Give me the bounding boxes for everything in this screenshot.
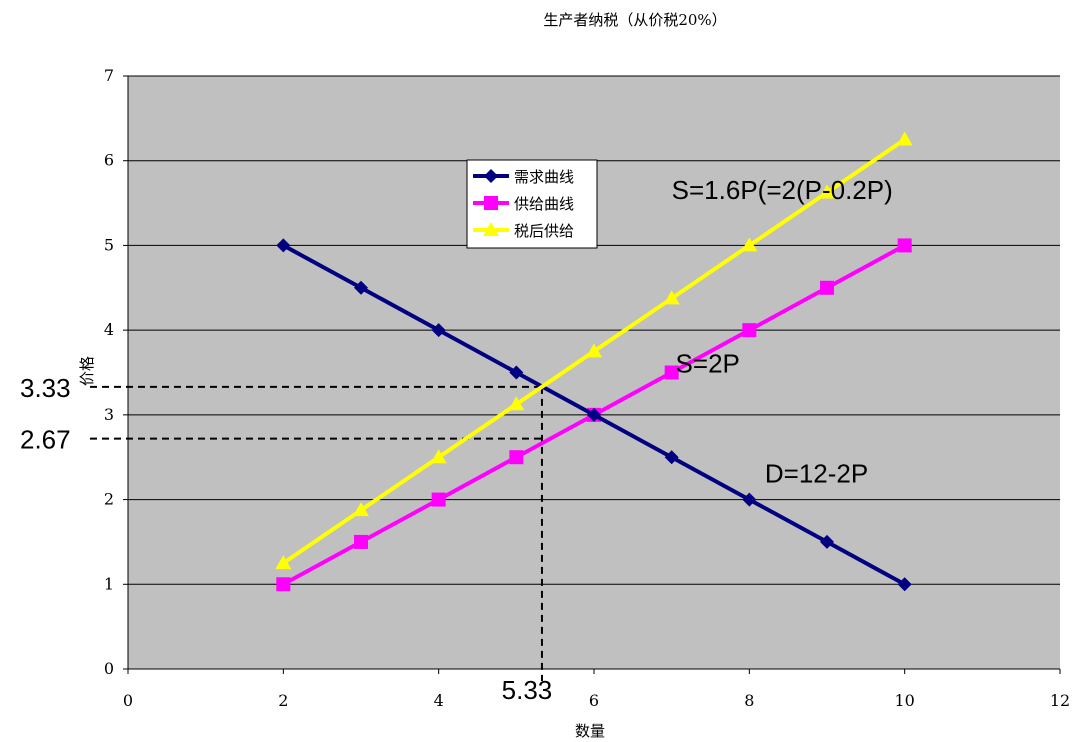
data-point-0-4: [587, 407, 601, 422]
data-point-1-2: [431, 492, 446, 507]
data-point-2-0: [275, 555, 292, 570]
data-point-1-1: [354, 534, 368, 549]
legend-marker-1: [484, 196, 498, 210]
data-point-2-3: [508, 396, 525, 411]
x-tick-label: 0: [123, 691, 133, 710]
y-tick-label: 0: [104, 659, 114, 678]
data-point-1-0: [276, 577, 291, 592]
y-tick-label: 3: [104, 405, 114, 424]
y-tick-label: 4: [104, 320, 114, 339]
y-tick-label: 6: [104, 151, 114, 170]
data-point-1-3: [509, 450, 524, 465]
data-point-2-6: [741, 237, 758, 252]
data-point-2-2: [430, 449, 447, 464]
y-tick-label: 5: [104, 235, 114, 254]
legend-marker-0: [484, 169, 498, 183]
data-point-2-8: [896, 131, 913, 146]
y-tick-label: 1: [104, 574, 114, 593]
legend-label: 需求曲线: [514, 168, 574, 186]
annotation-text: D=12-2P: [765, 459, 868, 489]
annotation-text: S=2P: [676, 349, 740, 379]
y-tick-label: 2: [104, 490, 114, 509]
data-point-2-4: [586, 343, 602, 358]
series-0: [276, 238, 912, 592]
data-point-1-8: [897, 238, 912, 253]
data-point-0-6: [742, 492, 757, 507]
annotation-text: S=1.6P(=2(P-0.2P): [672, 175, 893, 205]
x-tick-label: 2: [278, 691, 288, 710]
x-tick-label: 10: [894, 691, 914, 710]
axes: [123, 75, 1061, 674]
data-point-0-1: [354, 280, 368, 295]
annotations: S=1.6P(=2(P-0.2P) S=2P D=12-2P: [672, 175, 893, 489]
chart-title: 生产者纳税（从价税20%）: [543, 11, 726, 29]
data-point-2-5: [663, 290, 680, 305]
y-axis-title: 价格: [78, 356, 96, 386]
data-point-0-3: [509, 365, 524, 380]
data-point-1-5: [664, 365, 679, 380]
data-point-0-8: [897, 577, 912, 592]
series-group: [275, 131, 913, 592]
data-point-2-1: [353, 502, 369, 517]
data-point-1-7: [820, 280, 834, 295]
legend-label: 供给曲线: [514, 195, 574, 213]
data-point-2-7: [819, 184, 835, 199]
series-2: [275, 131, 913, 570]
legend-marker-2: [483, 222, 499, 236]
data-point-1-6: [742, 323, 757, 338]
x-tick-label: 6: [589, 691, 599, 710]
reference-lines: 3.33 2.67 5.33: [20, 373, 552, 705]
ref-label-y: 2.67: [20, 425, 71, 455]
x-tick-label: 8: [744, 691, 754, 710]
x-axis-title: 数量: [575, 722, 605, 740]
x-tick-label: 12: [1050, 691, 1070, 710]
ref-label-y: 3.33: [20, 373, 71, 403]
ref-label-x: 5.33: [502, 675, 553, 705]
data-point-0-2: [431, 323, 446, 338]
x-tick-label: 4: [434, 691, 444, 710]
y-tick-label: 7: [104, 66, 114, 85]
data-point-0-0: [276, 238, 291, 253]
data-point-0-5: [664, 450, 679, 465]
legend-label: 税后供给: [514, 222, 574, 240]
data-point-0-7: [820, 534, 834, 549]
